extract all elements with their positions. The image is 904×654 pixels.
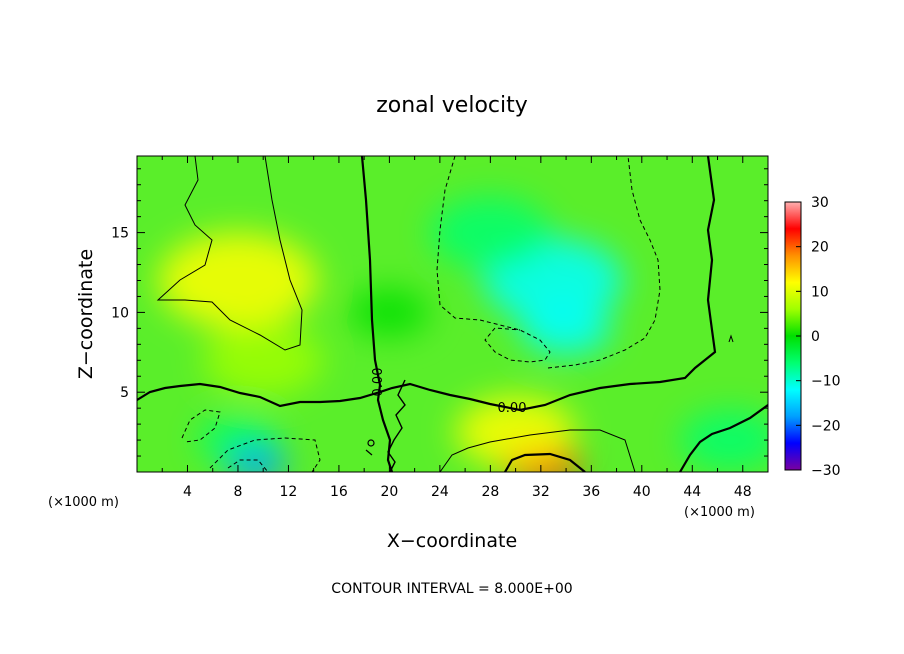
zero-contour-bottom-right [679,404,768,472]
contour-label-vertical: 0.00 [371,368,386,397]
contour-lines [137,156,768,472]
positive-contour-island [728,334,734,343]
x-axis-label: X−coordinate [387,530,517,552]
small-contour-tail [365,449,373,456]
colorbar-tick-label: −10 [811,374,841,390]
x-unit-right: (×1000 m) [684,505,755,520]
x-tick-label: 12 [280,484,298,500]
colorbar-tick-label: 20 [811,240,829,256]
field-feature [349,288,430,337]
colorbar-tick-label: −30 [811,463,841,479]
field-feature [430,196,551,269]
y-tick-label: 5 [120,385,129,401]
colorbar-tick-label: 30 [811,195,829,211]
field-feature [157,232,318,329]
negative-contour-left [181,409,221,443]
positive-contour-upper-left [156,156,303,351]
y-axis: 5 10 15 [111,168,768,457]
y-tick-label: 15 [111,226,129,242]
contour-label-horizontal: 0.00 [498,401,527,416]
zero-contour-vertical [360,156,394,472]
field-feature [521,301,612,356]
chart-title: zonal velocity [376,93,528,118]
negative-contour-bottom [209,437,321,472]
x-tick-label: 40 [633,484,651,500]
colorbar-tick-label: 10 [811,284,829,300]
x-tick-label: 44 [683,484,701,500]
positive-contour-lower [439,429,636,472]
x-tick-label: 24 [431,484,449,500]
plot-frame [136,155,769,473]
negative-contour-upper-right [436,156,661,369]
x-tick-label: 48 [734,484,752,500]
field-feature [226,446,287,472]
contour-interval-footer: CONTOUR INTERVAL = 8.000E+00 [331,581,572,597]
plot-area [137,156,768,472]
x-tick-label: 36 [582,484,600,500]
warm-core-contour [504,452,586,472]
negative-contour-core [227,459,269,472]
colorbar-tick-label: −20 [811,418,841,434]
x-tick-label: 4 [183,484,192,500]
x-tick-label: 16 [330,484,348,500]
x-tick-label: 28 [481,484,499,500]
x-tick-label: 32 [532,484,550,500]
field-feature [203,324,324,397]
x-tick-label: 8 [233,484,242,500]
x-tick-label: 20 [380,484,398,500]
colorbar-ticks: 30 20 10 0 −10 −20 −30 [796,195,841,479]
x-unit-left: (×1000 m) [48,495,119,510]
small-contour-ring [367,439,375,447]
y-tick-label: 10 [111,305,129,321]
wiggly-contour [387,379,406,472]
y-axis-label: Z−coordinate [75,249,97,379]
colorbar-tick-label: 0 [811,329,820,345]
field-feature [455,396,576,469]
x-axis: 4 8 12 16 20 24 28 32 36 40 44 48 [161,156,752,500]
field-feature [680,410,768,471]
zero-contour [137,156,717,412]
